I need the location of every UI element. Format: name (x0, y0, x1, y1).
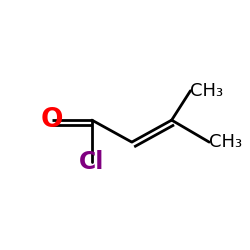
Text: Cl: Cl (79, 150, 104, 174)
Text: CH₃: CH₃ (209, 133, 242, 151)
Text: O: O (41, 107, 63, 133)
Text: CH₃: CH₃ (190, 82, 224, 100)
